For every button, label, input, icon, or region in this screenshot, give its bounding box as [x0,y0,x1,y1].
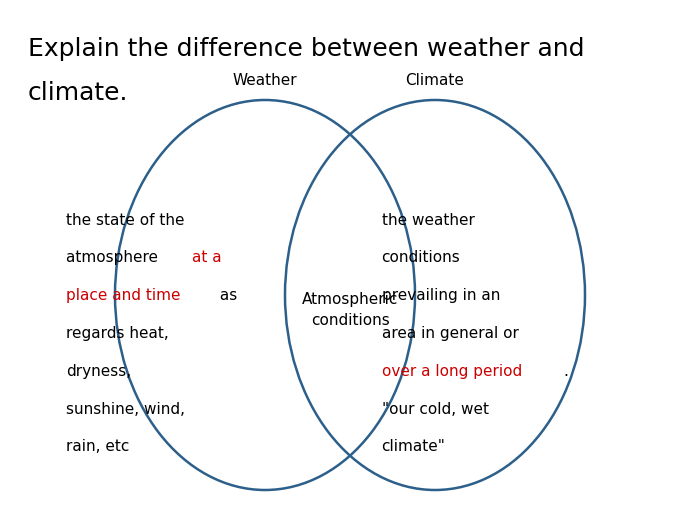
Text: conditions: conditions [382,250,461,266]
Text: over a long period: over a long period [382,364,522,379]
Text: sunshine, wind,: sunshine, wind, [66,402,186,417]
Text: .: . [564,364,568,379]
Text: climate": climate" [382,439,445,455]
Text: rain, etc: rain, etc [66,439,130,455]
Text: as: as [215,288,237,303]
Text: regards heat,: regards heat, [66,326,169,341]
Text: at a: at a [193,250,222,266]
Text: Climate: Climate [405,73,464,88]
Text: the weather: the weather [382,213,475,228]
Text: dryness,: dryness, [66,364,132,379]
Text: the state of the: the state of the [66,213,185,228]
Text: climate.: climate. [28,81,129,106]
Text: Explain the difference between weather and: Explain the difference between weather a… [28,37,584,61]
Text: area in general or: area in general or [382,326,519,341]
Text: prevailing in an: prevailing in an [382,288,500,303]
Text: Atmospheric
conditions: Atmospheric conditions [302,292,398,328]
Text: Weather: Weather [232,73,298,88]
Text: atmosphere: atmosphere [66,250,163,266]
Text: "our cold, wet: "our cold, wet [382,402,489,417]
Text: place and time: place and time [66,288,181,303]
